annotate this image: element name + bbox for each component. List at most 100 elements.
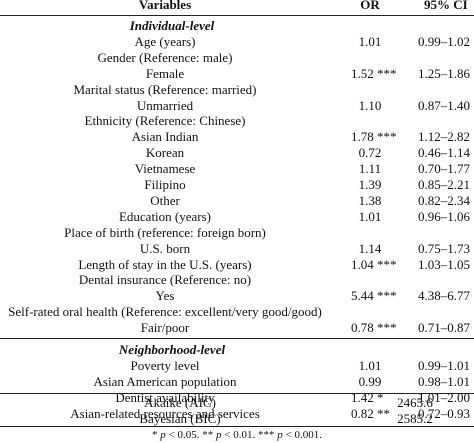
row-or: 1.10 — [358, 97, 382, 113]
row-label: Education (years) — [118, 208, 212, 224]
table-row: Gender (Reference: male) — [0, 49, 474, 66]
fit-label: Bayesian (BIC) — [139, 411, 221, 426]
row-ci: 1.12–2.82 — [418, 129, 470, 145]
row-ci: 4.38–6.77 — [418, 288, 470, 304]
header-variables: Variables — [138, 0, 192, 12]
footnote-text: < 0.001. — [282, 429, 322, 441]
section-title: Neighborhood-level — [0, 341, 474, 358]
row-ci: 0.72–0.93 — [418, 405, 470, 421]
table-row: Asian-related resources and services 0.82… — [0, 405, 474, 422]
table-row: Asian American population 0.99 0.98–1.01 — [0, 373, 474, 390]
row-or: 1.01 — [358, 208, 382, 224]
footnote-p: p — [277, 429, 283, 441]
row-label: Place of birth (reference: foreign born) — [64, 224, 266, 240]
row-label: Age (years) — [134, 33, 196, 49]
row-label: Filipino — [144, 177, 186, 192]
row-or: 1.11 — [358, 161, 382, 177]
table-row: Fair/poor 0.78 *** 0.71–0.87 — [0, 319, 474, 336]
row-label: Dental insurance (Reference: no) — [78, 272, 252, 288]
table-row: Korean 0.72 0.46–1.14 — [0, 144, 474, 161]
row-or: 1.52 *** — [351, 65, 397, 81]
row-ci: 0.82–2.34 — [418, 192, 470, 208]
row-label: Unmarried — [136, 97, 194, 113]
row-or: 1.78 *** — [351, 129, 397, 145]
row-or: 1.38 — [358, 192, 382, 208]
table-row: Poverty level 1.01 0.99–1.01 — [0, 357, 474, 374]
table-row: Dental insurance (Reference: no) — [0, 271, 474, 288]
row-label: Gender (Reference: male) — [97, 49, 233, 65]
fit-row: Akaike (AIC) 2465.6 — [0, 394, 474, 411]
footnote-star: * — [152, 429, 161, 441]
header-or: OR — [360, 0, 380, 12]
row-or: 1.04 *** — [351, 256, 397, 272]
row-ci: 0.98–1.01 — [418, 373, 470, 389]
table-row: Age (years) 1.01 0.99–1.02 — [0, 33, 474, 50]
row-ci: 0.75–1.73 — [418, 240, 470, 256]
row-label: Poverty level — [130, 357, 200, 373]
row-ci: 0.96–1.06 — [418, 208, 470, 224]
table-row: Unmarried 1.10 0.87–1.40 — [0, 97, 474, 114]
row-label: Marital status (Reference: married) — [73, 81, 257, 97]
row-label: Length of stay in the U.S. (years) — [78, 256, 252, 272]
row-or: 5.44 *** — [351, 288, 397, 304]
row-ci: 1.25–1.86 — [418, 65, 470, 81]
row-label: U.S. born — [139, 240, 191, 256]
row-ci: 0.71–0.87 — [418, 320, 470, 336]
row-ci: 0.99–1.02 — [418, 33, 470, 49]
section-title-text: Neighborhood-level — [118, 342, 226, 357]
row-label: Asian Indian — [131, 129, 199, 145]
row-or: 0.82 ** — [351, 405, 390, 421]
table-row: Yes 5.44 *** 4.38–6.77 — [0, 287, 474, 304]
footnote-text: < 0.05. ** — [165, 429, 217, 441]
section-title: Individual-level — [0, 17, 474, 34]
footnote-p: p — [216, 429, 222, 441]
table-row: Female 1.52 *** 1.25–1.86 — [0, 65, 474, 82]
table-row: Vietnamese 1.11 0.70–1.77 — [0, 160, 474, 177]
fit-label: Akaike (AIC) — [144, 395, 216, 410]
row-label: Fair/poor — [140, 320, 190, 336]
section-title-text: Individual-level — [129, 18, 215, 33]
footnote-p: p — [160, 429, 166, 441]
table-row: Other 1.38 0.82–2.34 — [0, 192, 474, 209]
row-or: 0.72 — [358, 145, 382, 161]
row-ci: 0.87–1.40 — [418, 97, 470, 113]
row-label: Ethnicity (Reference: Chinese) — [84, 113, 246, 129]
row-ci: 0.70–1.77 — [418, 161, 470, 177]
table-row: Place of birth (reference: foreign born) — [0, 224, 474, 241]
table-footnote: * p < 0.05. ** p < 0.01. *** p < 0.001. — [0, 428, 474, 442]
bottom-rule — [0, 426, 474, 427]
row-or: 1.01 — [358, 357, 382, 373]
row-or: 1.14 — [358, 240, 382, 256]
row-label: Other — [150, 192, 180, 208]
section-rule — [0, 338, 474, 339]
table-row: Marital status (Reference: married) — [0, 81, 474, 98]
table-row: Filipino 1.39 0.85–2.21 — [0, 176, 474, 193]
row-label: Female — [145, 65, 185, 81]
table-row: U.S. born 1.14 0.75–1.73 — [0, 240, 474, 257]
row-or: 0.78 *** — [351, 320, 397, 336]
fit-row: Bayesian (BIC) 2585.2 — [0, 410, 474, 427]
table-row: Length of stay in the U.S. (years) 1.04 *… — [0, 256, 474, 273]
row-or: 0.99 — [358, 373, 382, 389]
row-ci: 0.85–2.21 — [418, 177, 470, 192]
row-label: Asian American population — [93, 373, 237, 389]
footnote-text: < 0.01. *** — [221, 429, 278, 441]
row-label: Self-rated oral health (Reference: excel… — [8, 304, 322, 320]
table-row: Ethnicity (Reference: Chinese) — [0, 112, 474, 129]
fit-rule — [0, 393, 474, 394]
row-or: 1.39 — [358, 177, 382, 192]
row-label: Vietnamese — [134, 161, 196, 177]
row-ci: 0.46–1.14 — [418, 145, 470, 161]
table-row: Self-rated oral health (Reference: excel… — [0, 303, 474, 320]
table-header: Variables OR 95% CI — [0, 0, 474, 13]
table-row: Asian Indian 1.78 *** 1.12–2.82 — [0, 128, 474, 145]
header-ci: 95% CI — [424, 0, 468, 12]
fit-value: 2585.2 — [397, 411, 433, 426]
row-or: 1.01 — [358, 33, 382, 49]
row-ci: 1.03–1.05 — [418, 256, 470, 272]
row-label: Asian-related resources and services — [70, 405, 260, 421]
row-ci: 0.99–1.01 — [418, 357, 470, 373]
header-rule — [0, 15, 474, 16]
fit-value: 2465.6 — [397, 395, 433, 410]
row-label: Yes — [155, 288, 175, 304]
